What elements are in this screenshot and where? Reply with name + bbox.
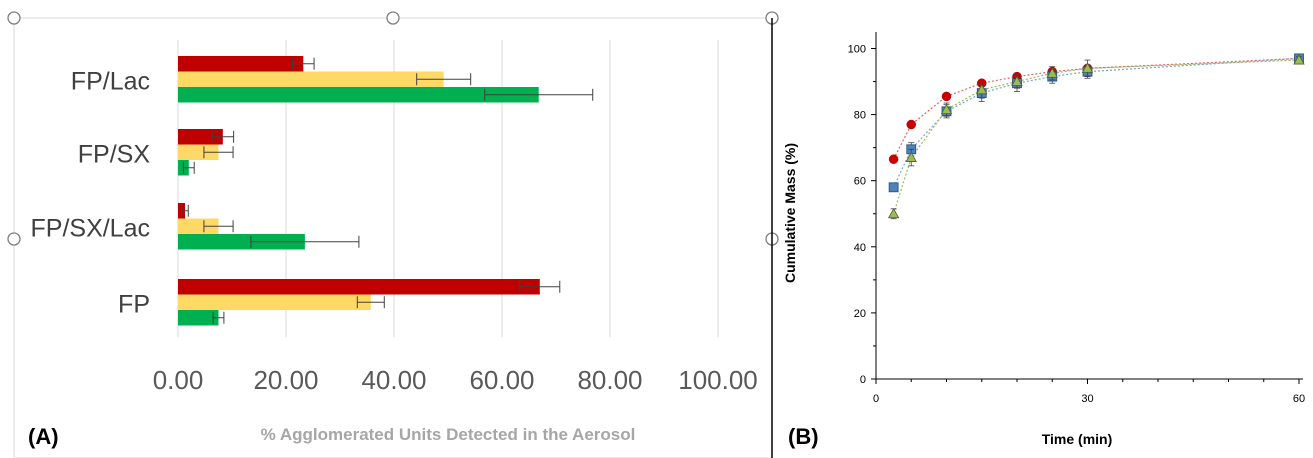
data-point-triangle [976,83,988,95]
data-point-triangle [1081,62,1094,73]
category-label: FP/SX/Lac [31,214,151,242]
x-tick-label: 40.00 [361,365,426,395]
data-point-triangle [905,151,917,162]
bar [178,294,371,310]
x-tick-label: 30 [1081,393,1093,405]
bar [178,234,305,250]
data-point-circle [941,91,952,102]
bar [178,144,219,160]
y-tick-label: 60 [854,176,866,188]
y-tick-label: 100 [848,44,866,56]
data-point-triangle [940,103,953,115]
bar [178,56,304,72]
x-tick-label: 0 [873,393,879,405]
y-tick-label: 0 [860,374,866,386]
y-tick-label: 40 [854,242,866,254]
resize-handle[interactable] [7,11,21,25]
chart-b: 0 20 40 60 80 100 0 30 60 Time (min) Cumulative Ma… [782,32,1305,447]
data-point-triangle [1011,75,1023,86]
y-axis-title: Cumulative Mass (%) [782,143,798,283]
data-point-triangle [887,207,900,219]
y-tick-label: 20 [854,308,866,320]
data-point-circle [906,119,916,130]
category-label: FP [118,290,150,318]
series-line [893,59,1300,214]
bar [178,218,219,234]
bar [178,71,444,87]
y-tick-label: 80 [854,110,866,122]
data-point-triangle [1293,54,1305,65]
category-label: FP/SX [78,140,151,168]
bar [178,310,219,326]
x-tick-label: 60 [1293,393,1305,405]
panel-b-label: (B) [788,424,819,449]
x-tick-label: 100.00 [678,365,758,395]
series-line [893,57,1300,188]
x-axis-title: % Agglomerated Units Detected in the Aer… [261,425,636,444]
data-point-triangle [1046,67,1058,78]
series-line [893,57,1300,160]
x-tick-label: 0.00 [153,365,204,395]
bar [178,279,540,295]
x-axis-title: Time (min) [1042,431,1113,447]
panel-a-label: (A) [28,424,59,449]
x-tick-label: 60.00 [469,365,534,395]
x-tick-label: 20.00 [253,365,318,395]
data-point-circle [888,154,899,164]
chart-a: FP/Lac FP/SX FP/SX/Lac FP 0.00 20.00 40.00 60.0… [7,11,779,458]
resize-handle[interactable] [7,232,21,246]
resize-handle[interactable] [386,11,400,25]
data-point-square [888,182,899,193]
category-label: FP/Lac [71,67,150,95]
x-tick-label: 80.00 [577,365,642,395]
bar [178,87,539,103]
